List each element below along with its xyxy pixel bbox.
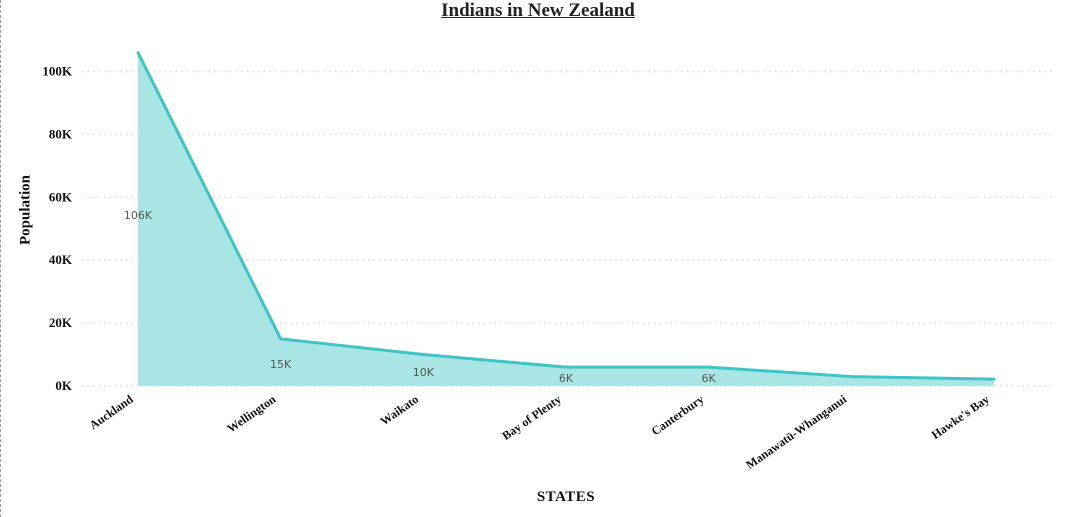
x-tick-label: Bay of Plenty xyxy=(499,392,563,443)
x-tick-label: Waikato xyxy=(378,392,422,428)
data-point xyxy=(849,375,853,379)
chart-title: Indians in New Zealand xyxy=(441,0,635,21)
y-tick-label: 60K xyxy=(49,189,73,204)
data-point xyxy=(564,365,568,369)
data-label: 6K xyxy=(702,372,717,385)
data-label: 106K xyxy=(124,209,153,222)
data-label: 10K xyxy=(413,366,435,379)
x-axis-title: STATES xyxy=(536,489,596,505)
x-tick-label: Auckland xyxy=(87,392,136,432)
data-label: 15K xyxy=(270,358,292,371)
data-point xyxy=(992,377,996,381)
series-area xyxy=(138,52,994,386)
y-tick-label: 20K xyxy=(49,315,73,330)
data-point xyxy=(707,365,711,369)
data-point xyxy=(136,51,140,55)
y-tick-label: 40K xyxy=(49,252,73,267)
frame-border xyxy=(0,0,2,517)
x-tick-label: Wellington xyxy=(224,392,278,436)
x-tick-label: Manawatū-Whanganui xyxy=(743,392,849,472)
data-point xyxy=(279,337,283,341)
x-tick-label: Hawke's Bay xyxy=(929,392,992,442)
data-point xyxy=(421,353,425,357)
y-tick-label: 80K xyxy=(49,126,73,141)
x-tick-label: Canterbury xyxy=(649,392,707,438)
y-tick-label: 0K xyxy=(55,378,73,393)
y-tick-label: 100K xyxy=(42,63,73,78)
data-label: 6K xyxy=(559,372,574,385)
